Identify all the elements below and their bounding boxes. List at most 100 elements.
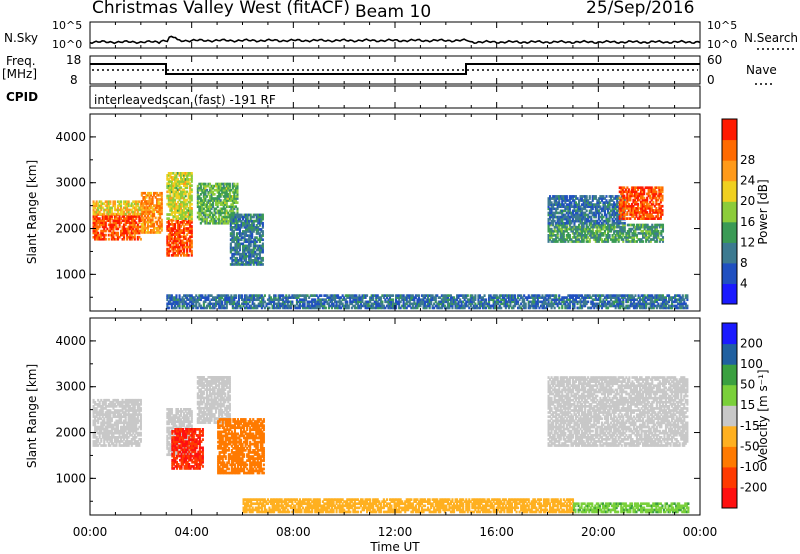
power-cell xyxy=(624,188,627,192)
power-cell xyxy=(385,294,389,297)
power-cell xyxy=(614,236,617,239)
power-cell xyxy=(121,210,124,214)
power-cell xyxy=(236,201,239,204)
power-cell xyxy=(176,239,180,243)
power-cell xyxy=(101,221,104,225)
power-cell xyxy=(273,304,276,308)
power-cell xyxy=(571,304,575,308)
power-cell xyxy=(230,203,233,206)
power-cell xyxy=(130,210,133,214)
power-cell xyxy=(178,235,181,239)
power-cell xyxy=(232,230,235,233)
power-cell xyxy=(170,235,173,239)
power-cell xyxy=(622,302,625,306)
power-cell xyxy=(442,302,445,306)
power-cell xyxy=(172,229,175,232)
power-cell xyxy=(245,298,248,302)
power-cell xyxy=(392,304,395,308)
power-cell xyxy=(416,304,419,308)
power-cell xyxy=(124,212,127,216)
power-cell xyxy=(140,210,143,214)
power-cell xyxy=(263,306,266,310)
power-cell xyxy=(186,247,189,251)
power-cell xyxy=(381,294,384,297)
power-cell xyxy=(600,306,604,310)
power-cell xyxy=(170,247,173,251)
power-cell xyxy=(167,247,170,251)
power-cell xyxy=(248,252,251,256)
power-cell xyxy=(614,294,617,297)
power-cell xyxy=(246,261,249,264)
power-cell xyxy=(186,298,189,302)
power-cell xyxy=(364,300,367,304)
power-cell xyxy=(103,210,106,214)
power-cell xyxy=(173,207,177,210)
power-cell xyxy=(457,300,460,304)
power-cell xyxy=(614,296,617,299)
power-cell xyxy=(553,298,556,302)
power-cell xyxy=(616,215,619,219)
power-cell xyxy=(581,234,584,237)
power-cell xyxy=(303,304,306,308)
power-cell xyxy=(600,294,604,297)
power-cell xyxy=(178,231,181,234)
power-cell xyxy=(190,300,193,304)
power-cell xyxy=(170,180,173,183)
power-cell xyxy=(150,222,153,226)
power-cell xyxy=(600,221,604,225)
power-cell xyxy=(596,306,599,310)
power-cell xyxy=(216,195,219,198)
power-cell xyxy=(457,306,460,310)
power-cell xyxy=(146,231,150,234)
power-cell xyxy=(233,211,236,215)
power-cell xyxy=(510,294,514,297)
power-cell xyxy=(98,235,101,239)
power-cell xyxy=(588,211,591,215)
power-cell xyxy=(258,219,261,223)
power-cell xyxy=(524,304,527,308)
power-cell xyxy=(633,188,637,192)
power-cell xyxy=(183,182,186,185)
power-cell xyxy=(646,204,649,208)
power-cell xyxy=(95,227,98,231)
power-cell xyxy=(388,296,392,299)
power-cell xyxy=(593,302,596,306)
power-cell xyxy=(407,296,410,299)
power-cell xyxy=(190,190,193,194)
power-cell xyxy=(454,300,457,304)
power-cell xyxy=(178,198,181,202)
power-cell xyxy=(350,306,353,310)
power-cell xyxy=(590,205,593,209)
power-cell xyxy=(588,219,591,223)
power-cell xyxy=(92,212,95,216)
power-cell xyxy=(170,188,173,192)
power-cell xyxy=(356,304,360,308)
power-cell xyxy=(129,221,132,225)
power-cell xyxy=(97,217,100,220)
power-cell xyxy=(370,306,373,310)
power-cell xyxy=(359,300,363,304)
power-cell xyxy=(584,205,587,209)
power-cell xyxy=(133,229,136,233)
power-cell xyxy=(624,202,627,206)
power-cell xyxy=(582,227,585,231)
power-cell xyxy=(623,306,626,310)
power-cell xyxy=(286,304,289,308)
power-cell xyxy=(624,213,627,216)
power-cell xyxy=(205,205,209,209)
power-cell xyxy=(584,294,587,297)
power-cell xyxy=(573,209,576,213)
power-cell xyxy=(187,229,190,232)
power-cell xyxy=(605,201,608,204)
power-cell xyxy=(245,226,248,229)
power-cell xyxy=(581,199,584,202)
power-cell xyxy=(150,202,153,205)
power-cell xyxy=(483,302,486,306)
power-cell xyxy=(132,204,135,208)
power-cell xyxy=(550,219,553,223)
power-cell xyxy=(585,213,588,217)
power-cell xyxy=(225,211,228,215)
power-cell xyxy=(451,304,454,308)
power-cell xyxy=(379,302,382,306)
power-cell xyxy=(95,233,98,237)
